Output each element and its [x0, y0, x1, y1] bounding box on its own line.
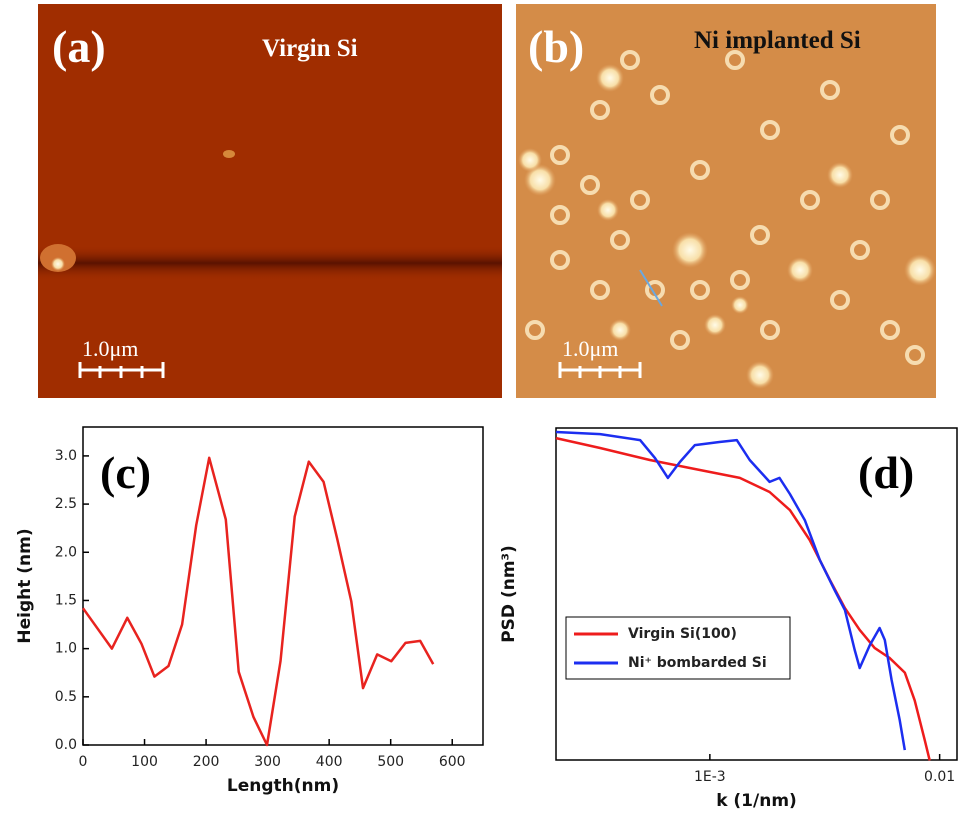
- y-tick-label: 3.0: [55, 448, 77, 464]
- x-tick-label: 0: [79, 754, 88, 770]
- x-axis-label: Length(nm): [227, 776, 339, 796]
- legend-label: Ni⁺ bombarded Si: [628, 655, 767, 671]
- x-tick-label: 200: [193, 754, 220, 770]
- panel-label: (b): [528, 21, 584, 72]
- x-tick-label: 0.01: [924, 769, 955, 785]
- page: {"images": [ {"label": "(a)", "caption":…: [0, 0, 971, 816]
- y-tick-label: 2.5: [55, 496, 77, 512]
- figure: (a) Virgin Si 1.0μm (b) Ni implanted Si …: [0, 0, 971, 816]
- x-tick-label: 100: [131, 754, 158, 770]
- y-axis-label: PSD (nm³): [499, 545, 519, 643]
- data-line: [83, 458, 433, 745]
- y-tick-label: 0.5: [55, 689, 77, 705]
- x-axis-label: k (1/nm): [716, 791, 797, 811]
- y-tick-label: 0.0: [55, 737, 77, 753]
- x-tick-label: 1E-3: [694, 769, 726, 785]
- panel-label: (c): [100, 447, 151, 498]
- scale-bar-label: 1.0μm: [82, 336, 138, 361]
- x-tick-label: 300: [254, 754, 281, 770]
- y-tick-label: 1.0: [55, 641, 77, 657]
- image-caption: Ni implanted Si: [694, 27, 861, 54]
- x-tick-label: 500: [377, 754, 404, 770]
- legend-label: Virgin Si(100): [628, 626, 737, 642]
- panel-label: (d): [858, 447, 914, 498]
- image-caption: Virgin Si: [262, 35, 358, 62]
- panel-label: (a): [52, 21, 106, 72]
- data-line: [556, 432, 905, 750]
- scale-bar-label: 1.0μm: [562, 336, 618, 361]
- x-tick-label: 600: [439, 754, 466, 770]
- x-tick-label: 400: [316, 754, 343, 770]
- y-axis-label: Height (nm): [15, 528, 35, 643]
- y-tick-label: 2.0: [55, 544, 77, 560]
- y-tick-label: 1.5: [55, 592, 77, 608]
